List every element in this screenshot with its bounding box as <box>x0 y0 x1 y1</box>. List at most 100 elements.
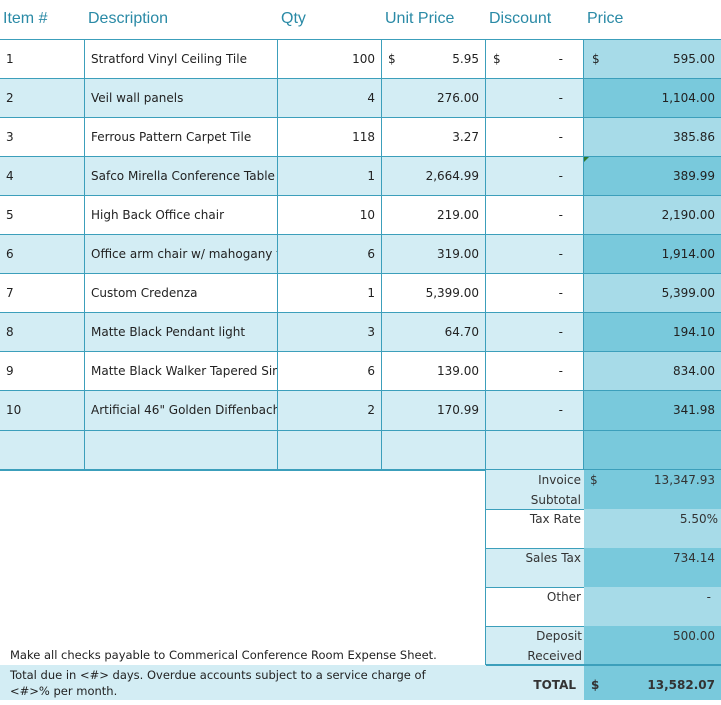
item-discount[interactable]: - <box>558 364 563 378</box>
item-unit-price[interactable]: 64.70 <box>444 325 479 339</box>
deposit-value[interactable]: 500.00 <box>673 629 715 643</box>
item-unit-price[interactable]: 319.00 <box>437 247 479 261</box>
item-price[interactable]: 834.00 <box>673 364 715 378</box>
item-unit-price[interactable]: 2,664.99 <box>425 169 479 183</box>
item-qty[interactable]: 6 <box>367 247 375 261</box>
item-description[interactable]: Matte Black Walker Tapered Singl <box>91 364 277 378</box>
header-price[interactable]: Price <box>587 10 624 27</box>
item-number[interactable]: 8 <box>6 325 14 339</box>
item-number[interactable]: 10 <box>6 403 22 417</box>
item-description[interactable]: Office arm chair w/ mahogany fin <box>91 247 277 261</box>
item-unit-price[interactable]: 5.95 <box>452 52 479 66</box>
other-label: Other <box>546 590 581 604</box>
header-item[interactable]: Item # <box>3 10 48 27</box>
blank-row[interactable] <box>0 430 721 469</box>
item-qty[interactable]: 3 <box>367 325 375 339</box>
item-description[interactable]: Artificial 46" Golden Diffenbachia <box>91 403 277 417</box>
item-unit-price[interactable]: 5,399.00 <box>425 286 479 300</box>
table-row[interactable]: 7 Custom Credenza 1 5,399.00 - 5,399.00 <box>0 274 721 313</box>
item-discount[interactable]: - <box>558 91 563 105</box>
table-row[interactable]: 6 Office arm chair w/ mahogany fin 6 319.00… <box>0 235 721 274</box>
item-unit-price[interactable]: 3.27 <box>452 130 479 144</box>
other-value[interactable]: - <box>706 590 711 604</box>
item-description[interactable]: High Back Office chair <box>91 208 225 222</box>
item-discount[interactable]: - <box>558 403 563 417</box>
table-row[interactable]: 2 Veil wall panels 4 276.00 - 1,104.00 <box>0 79 721 118</box>
item-price[interactable]: 389.99 <box>673 169 715 183</box>
grid-line <box>84 39 85 469</box>
grid-line <box>0 390 721 391</box>
header-unit-price[interactable]: Unit Price <box>385 10 455 27</box>
unit-price-currency[interactable]: $ <box>388 52 396 66</box>
table-row[interactable]: 1 Stratford Vinyl Ceiling Tile 100 $5.95 $ - $… <box>0 40 721 79</box>
item-unit-price[interactable]: 170.99 <box>437 403 479 417</box>
item-number[interactable]: 5 <box>6 208 14 222</box>
item-unit-price[interactable]: 139.00 <box>437 364 479 378</box>
item-description[interactable]: Veil wall panels <box>91 91 184 105</box>
total-value[interactable]: 13,582.07 <box>647 678 715 692</box>
item-number[interactable]: 2 <box>6 91 14 105</box>
header-discount[interactable]: Discount <box>489 10 552 27</box>
item-qty[interactable]: 100 <box>352 52 375 66</box>
item-description[interactable]: Safco Mirella Conference Table <box>91 169 275 183</box>
item-qty[interactable]: 1 <box>367 286 375 300</box>
price-cell-bg <box>584 40 721 79</box>
item-qty[interactable]: 118 <box>352 130 375 144</box>
item-discount[interactable]: - <box>558 130 563 144</box>
item-discount[interactable]: - <box>558 208 563 222</box>
grid-line <box>0 273 721 274</box>
header-description[interactable]: Description <box>88 10 169 27</box>
grid-line <box>0 312 721 313</box>
item-qty[interactable]: 4 <box>367 91 375 105</box>
item-qty[interactable]: 2 <box>367 403 375 417</box>
price-currency[interactable]: $ <box>592 52 600 66</box>
item-price[interactable]: 341.98 <box>673 403 715 417</box>
item-number[interactable]: 1 <box>6 52 14 66</box>
header-qty[interactable]: Qty <box>281 10 306 27</box>
item-price[interactable]: 1,914.00 <box>661 247 715 261</box>
item-discount[interactable]: - <box>558 325 563 339</box>
item-price[interactable]: 595.00 <box>673 52 715 66</box>
deposit-label: Deposit Received <box>527 629 582 663</box>
grid-line <box>486 548 584 549</box>
table-row[interactable]: 9 Matte Black Walker Tapered Singl 6 139.00… <box>0 352 721 391</box>
item-number[interactable]: 6 <box>6 247 14 261</box>
subtotal-value[interactable]: 13,347.93 <box>653 473 715 487</box>
table-row[interactable]: 5 High Back Office chair 10 219.00 - 2,190.00 <box>0 196 721 235</box>
item-qty[interactable]: 6 <box>367 364 375 378</box>
blank-price-cell[interactable] <box>584 430 721 469</box>
table-row[interactable]: 10 Artificial 46" Golden Diffenbachia 2 170… <box>0 391 721 430</box>
tax-rate-value[interactable]: 5.50% <box>679 512 718 526</box>
sales-tax-value[interactable]: 734.14 <box>673 551 715 565</box>
comment-indicator-icon[interactable] <box>584 157 589 162</box>
item-discount[interactable]: - <box>558 247 563 261</box>
table-row[interactable]: 3 Ferrous Pattern Carpet Tile 118 3.27 - 385.… <box>0 118 721 157</box>
item-price[interactable]: 194.10 <box>673 325 715 339</box>
item-number[interactable]: 4 <box>6 169 14 183</box>
item-description[interactable]: Matte Black Pendant light <box>91 325 246 339</box>
price-cell-bg <box>584 313 721 352</box>
item-unit-price[interactable]: 276.00 <box>437 91 479 105</box>
grid-line <box>0 39 721 40</box>
item-discount[interactable]: - <box>558 286 563 300</box>
item-qty[interactable]: 1 <box>367 169 375 183</box>
table-row[interactable]: 4 Safco Mirella Conference Table 1 2,664.99… <box>0 157 721 196</box>
item-price[interactable]: 2,190.00 <box>661 208 715 222</box>
item-unit-price[interactable]: 219.00 <box>437 208 479 222</box>
terms-note: Total due in <#> days. Overdue accounts … <box>10 668 426 698</box>
item-description[interactable]: Custom Credenza <box>91 286 198 300</box>
item-price[interactable]: 385.86 <box>673 130 715 144</box>
item-number[interactable]: 9 <box>6 364 14 378</box>
item-discount[interactable]: - <box>558 169 563 183</box>
price-cell-bg <box>584 391 721 430</box>
item-discount[interactable]: - <box>558 52 563 66</box>
item-description[interactable]: Ferrous Pattern Carpet Tile <box>91 130 252 144</box>
item-number[interactable]: 3 <box>6 130 14 144</box>
item-price[interactable]: 5,399.00 <box>661 286 715 300</box>
item-qty[interactable]: 10 <box>359 208 375 222</box>
item-description[interactable]: Stratford Vinyl Ceiling Tile <box>91 52 247 66</box>
discount-currency[interactable]: $ <box>493 52 501 66</box>
table-row[interactable]: 8 Matte Black Pendant light 3 64.70 - 194.10 <box>0 313 721 352</box>
item-number[interactable]: 7 <box>6 286 14 300</box>
item-price[interactable]: 1,104.00 <box>661 91 715 105</box>
